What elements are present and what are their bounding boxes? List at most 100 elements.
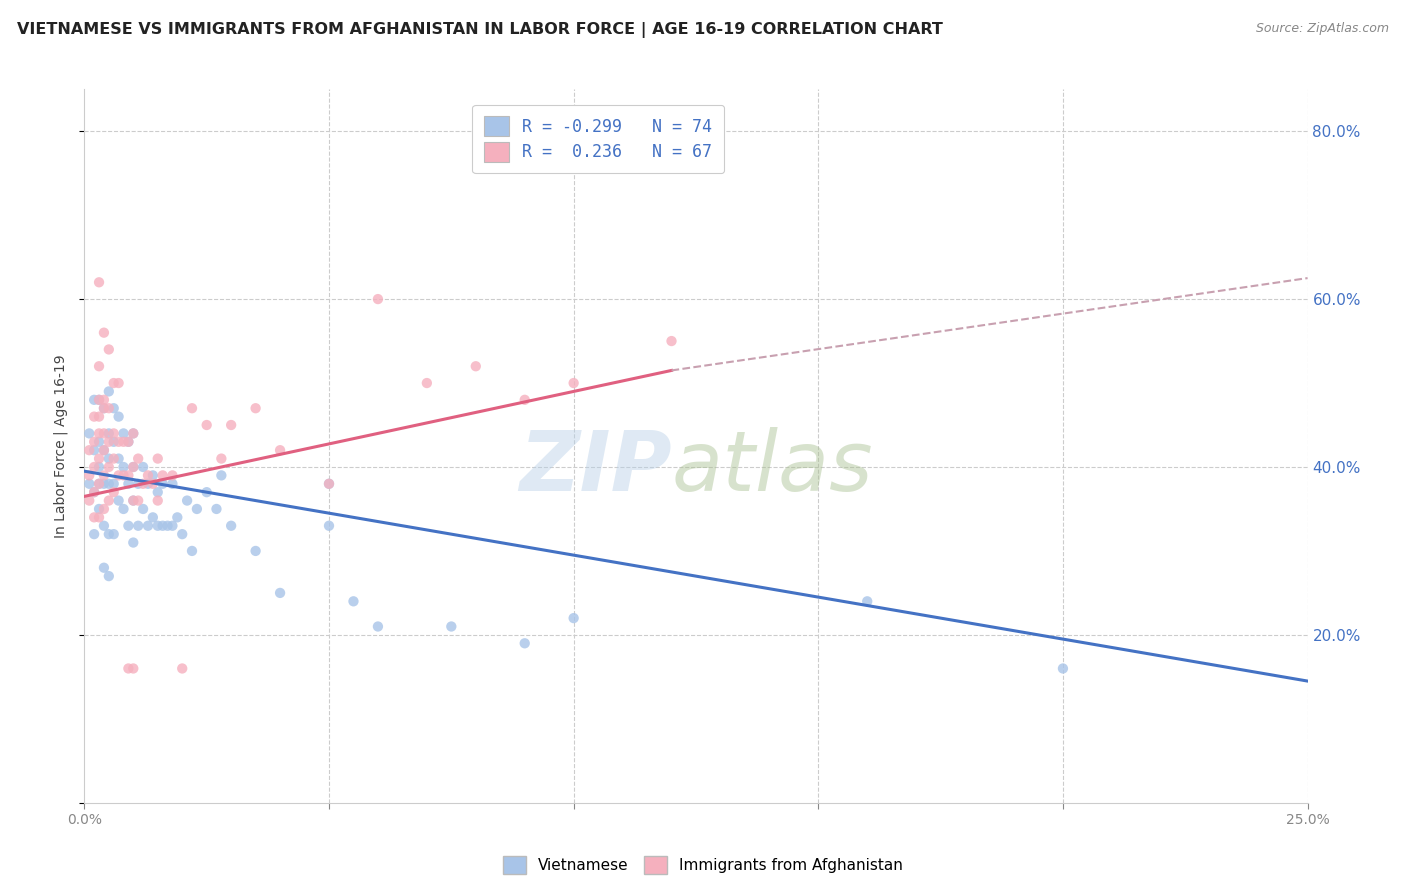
Point — [162, 476, 184, 491]
Point — [209, 468, 232, 483]
Point — [107, 468, 129, 483]
Point — [146, 485, 169, 500]
Point — [93, 392, 115, 407]
Point — [219, 417, 242, 432]
Point — [464, 359, 486, 374]
Point — [318, 476, 340, 491]
Point — [87, 392, 110, 407]
Point — [93, 426, 115, 441]
Point — [97, 569, 120, 583]
Point — [146, 451, 169, 466]
Point — [77, 493, 100, 508]
Point — [83, 434, 105, 449]
Text: Source: ZipAtlas.com: Source: ZipAtlas.com — [1256, 22, 1389, 36]
Point — [93, 560, 115, 574]
Point — [209, 451, 232, 466]
Point — [195, 485, 218, 500]
Point — [172, 527, 194, 541]
Point — [112, 502, 135, 516]
Point — [146, 518, 169, 533]
Point — [513, 636, 536, 650]
Point — [142, 510, 165, 524]
Point — [132, 502, 155, 516]
Point — [562, 611, 585, 625]
Point — [440, 619, 463, 633]
Y-axis label: In Labor Force | Age 16-19: In Labor Force | Age 16-19 — [53, 354, 69, 538]
Point — [107, 434, 129, 449]
Point — [103, 401, 125, 416]
Point — [205, 502, 228, 516]
Point — [83, 460, 105, 475]
Point — [97, 460, 120, 475]
Point — [83, 443, 105, 458]
Point — [103, 485, 125, 500]
Point — [142, 468, 165, 483]
Point — [176, 493, 198, 508]
Point — [195, 417, 218, 432]
Point — [83, 485, 105, 500]
Point — [152, 476, 174, 491]
Point — [93, 326, 115, 340]
Point — [77, 468, 100, 483]
Point — [122, 426, 145, 441]
Point — [269, 443, 291, 458]
Point — [117, 518, 139, 533]
Point — [162, 518, 184, 533]
Point — [87, 359, 110, 374]
Point — [77, 476, 100, 491]
Point — [117, 434, 139, 449]
Point — [97, 493, 120, 508]
Point — [122, 535, 145, 549]
Point — [97, 476, 120, 491]
Point — [83, 392, 105, 407]
Point — [87, 434, 110, 449]
Point — [117, 468, 139, 483]
Point — [83, 527, 105, 541]
Point — [162, 468, 184, 483]
Point — [166, 510, 188, 524]
Point — [342, 594, 364, 608]
Point — [103, 476, 125, 491]
Point — [136, 468, 159, 483]
Point — [93, 476, 115, 491]
Point — [219, 518, 242, 533]
Point — [107, 376, 129, 390]
Point — [1052, 661, 1074, 675]
Point — [122, 661, 145, 675]
Point — [122, 460, 145, 475]
Point — [367, 619, 389, 633]
Point — [93, 443, 115, 458]
Point — [127, 518, 149, 533]
Text: ZIP: ZIP — [519, 427, 672, 508]
Point — [562, 376, 585, 390]
Point — [87, 460, 110, 475]
Point — [107, 451, 129, 466]
Point — [122, 460, 145, 475]
Point — [107, 493, 129, 508]
Point — [132, 460, 155, 475]
Point — [181, 401, 204, 416]
Legend: Vietnamese, Immigrants from Afghanistan: Vietnamese, Immigrants from Afghanistan — [496, 850, 910, 880]
Point — [117, 434, 139, 449]
Point — [122, 426, 145, 441]
Point — [269, 586, 291, 600]
Point — [87, 392, 110, 407]
Point — [87, 451, 110, 466]
Point — [172, 661, 194, 675]
Point — [87, 502, 110, 516]
Point — [367, 292, 389, 306]
Point — [103, 527, 125, 541]
Point — [136, 476, 159, 491]
Point — [152, 518, 174, 533]
Point — [77, 443, 100, 458]
Point — [146, 493, 169, 508]
Point — [112, 468, 135, 483]
Legend: R = -0.299   N = 74, R =  0.236   N = 67: R = -0.299 N = 74, R = 0.236 N = 67 — [472, 104, 724, 173]
Text: atlas: atlas — [672, 427, 873, 508]
Point — [103, 451, 125, 466]
Point — [93, 518, 115, 533]
Point — [117, 661, 139, 675]
Point — [93, 401, 115, 416]
Point — [117, 476, 139, 491]
Point — [661, 334, 683, 348]
